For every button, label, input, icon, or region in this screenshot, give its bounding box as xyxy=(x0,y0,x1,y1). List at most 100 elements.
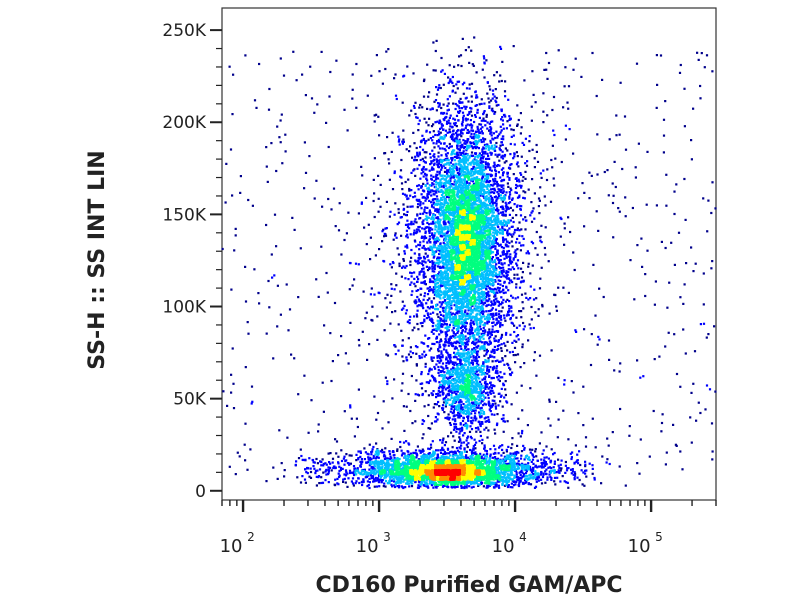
event-point xyxy=(365,196,368,199)
event-point xyxy=(453,341,456,344)
event-point xyxy=(461,37,464,40)
event-point xyxy=(500,349,503,352)
event-point xyxy=(493,339,496,343)
event-point xyxy=(462,441,465,444)
event-point xyxy=(442,137,445,140)
event-point xyxy=(576,453,579,456)
event-point xyxy=(443,232,446,235)
event-point xyxy=(480,300,483,303)
event-point xyxy=(443,452,446,455)
event-point xyxy=(442,241,445,244)
event-point xyxy=(329,70,332,74)
event-point xyxy=(493,299,496,302)
event-point xyxy=(434,241,438,244)
event-point xyxy=(482,386,485,390)
event-point xyxy=(496,249,499,252)
event-point xyxy=(504,291,507,294)
event-point xyxy=(468,328,472,331)
event-point xyxy=(525,164,529,167)
event-point xyxy=(451,312,455,315)
event-point xyxy=(435,261,439,264)
event-point xyxy=(409,350,412,353)
event-point xyxy=(478,439,481,443)
event-point xyxy=(439,234,442,237)
event-point xyxy=(486,191,489,194)
event-point xyxy=(438,385,441,388)
event-point xyxy=(515,252,518,255)
event-point xyxy=(540,473,543,476)
event-point xyxy=(422,255,426,258)
event-point xyxy=(519,214,523,217)
event-point xyxy=(389,301,392,304)
event-point xyxy=(521,271,524,274)
event-point xyxy=(618,133,621,136)
event-point xyxy=(492,314,495,317)
event-point xyxy=(525,480,528,484)
event-point xyxy=(430,194,433,197)
event-point xyxy=(496,164,499,167)
event-point xyxy=(503,342,506,345)
event-point xyxy=(327,466,330,469)
event-point xyxy=(446,241,449,244)
event-point xyxy=(501,376,504,379)
event-point xyxy=(371,448,374,451)
event-point xyxy=(435,396,438,399)
event-point xyxy=(485,450,488,453)
event-point xyxy=(373,192,376,195)
event-point xyxy=(439,218,442,221)
event-point xyxy=(467,419,470,422)
event-point xyxy=(508,124,512,127)
event-point xyxy=(487,429,490,432)
event-point xyxy=(658,355,661,358)
event-point xyxy=(438,190,441,193)
event-point xyxy=(549,461,552,464)
event-point xyxy=(499,445,502,448)
event-point xyxy=(559,463,562,466)
event-point xyxy=(479,161,482,164)
event-point xyxy=(483,283,486,286)
event-point xyxy=(631,206,634,210)
event-point xyxy=(343,463,346,466)
event-point xyxy=(516,273,519,276)
event-point xyxy=(536,459,539,462)
event-point xyxy=(475,368,478,371)
event-point xyxy=(422,298,425,301)
event-point xyxy=(493,161,496,164)
event-point xyxy=(438,249,441,253)
event-point xyxy=(362,480,365,483)
event-point xyxy=(408,322,411,325)
event-point xyxy=(400,389,403,392)
event-point xyxy=(313,111,316,114)
event-point xyxy=(442,314,445,317)
event-point xyxy=(421,305,424,308)
event-point xyxy=(491,199,494,203)
event-point xyxy=(464,309,467,312)
event-point xyxy=(432,275,435,278)
event-point xyxy=(495,365,499,368)
event-point xyxy=(231,113,234,116)
event-point xyxy=(484,375,487,378)
event-point xyxy=(413,282,416,285)
event-point xyxy=(500,318,503,321)
event-point xyxy=(440,291,443,294)
event-point xyxy=(464,347,467,350)
event-point xyxy=(473,36,476,39)
event-point xyxy=(642,375,645,378)
event-point xyxy=(445,145,448,148)
event-point xyxy=(441,369,444,373)
event-point xyxy=(406,236,409,239)
event-point xyxy=(234,227,237,230)
event-point xyxy=(493,244,496,247)
event-point xyxy=(397,253,400,256)
event-point xyxy=(424,141,427,144)
event-point xyxy=(415,363,418,366)
event-point xyxy=(480,482,484,485)
event-point xyxy=(442,214,445,217)
event-point xyxy=(441,441,444,444)
event-point xyxy=(316,469,319,472)
event-point xyxy=(520,310,523,313)
event-point xyxy=(308,155,311,158)
event-point xyxy=(482,195,485,198)
event-point xyxy=(417,129,420,132)
event-point xyxy=(414,112,417,116)
